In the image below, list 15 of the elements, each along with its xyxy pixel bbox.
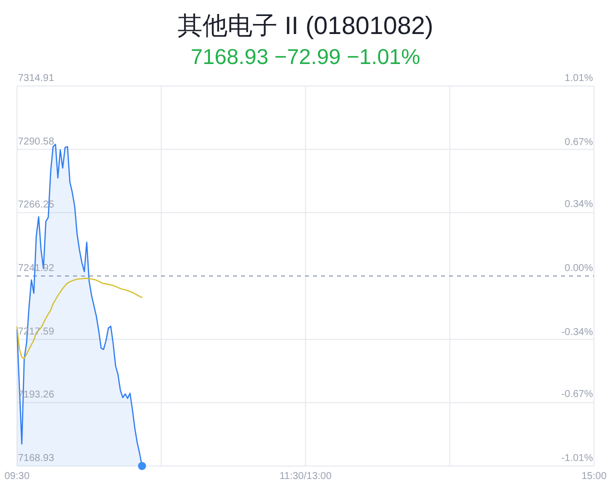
y2-tick-label: -0.34% (561, 326, 594, 338)
x-tick-label: 15:00 (581, 471, 607, 482)
y2-tick-label: -0.67% (561, 389, 594, 400)
y2-tick-label: 0.34% (564, 199, 594, 210)
y-tick-label: 7290.58 (18, 136, 55, 148)
y2-tick-label: 0.00% (564, 263, 594, 274)
y2-tick-label: -1.01% (561, 453, 594, 464)
x-tick-label: 09:30 (4, 471, 30, 482)
y2-tick-label: 0.67% (564, 136, 594, 148)
x-tick-label: 11:30/13:00 (279, 471, 332, 482)
y-tick-label: 7314.91 (18, 73, 55, 84)
chart-subtitle: 7168.93 −72.99 −1.01% (190, 45, 420, 69)
chart-title: 其他电子 II (01801082) (178, 12, 434, 40)
y-tick-label: 7168.93 (18, 453, 55, 464)
y2-tick-label: 1.01% (564, 73, 594, 84)
